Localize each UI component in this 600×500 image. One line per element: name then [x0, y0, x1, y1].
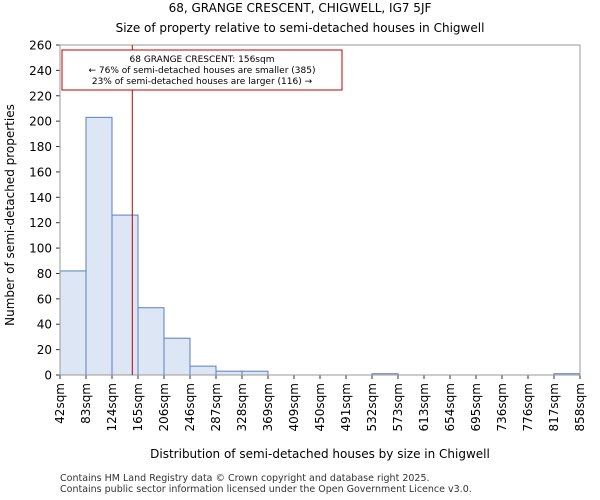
y-tick-label: 180: [29, 140, 52, 154]
x-tick-label: 491sqm: [339, 383, 353, 431]
x-tick-label: 736sqm: [495, 383, 509, 431]
x-tick-label: 287sqm: [209, 383, 223, 431]
x-tick-label: 409sqm: [287, 383, 301, 431]
y-axis-label: Number of semi-detached properties: [3, 104, 17, 326]
y-tick-label: 120: [29, 216, 52, 230]
x-tick-label: 42sqm: [53, 383, 67, 424]
footer: Contains HM Land Registry data © Crown c…: [60, 473, 472, 495]
plot-frame: [59, 44, 581, 376]
y-tick-label: 20: [37, 343, 52, 357]
x-tick-label: 817sqm: [547, 383, 561, 431]
histogram-bar: [241, 370, 269, 376]
y-tick-label: 40: [37, 318, 52, 332]
y-tick-label: 0: [44, 369, 52, 383]
marker-annotation: 68 GRANGE CRESCENT: 156sqm ← 76% of semi…: [61, 49, 343, 91]
x-axis-label: Distribution of semi-detached houses by …: [150, 447, 490, 461]
y-tick-label: 140: [29, 191, 52, 205]
x-tick-label: 369sqm: [261, 383, 275, 431]
annotation-smaller: ← 76% of semi-detached houses are smalle…: [89, 66, 316, 76]
x-axis-ticks: 42sqm 83sqm 124sqm 165sqm 206sqm 246sqm 287sqm…: [53, 375, 587, 431]
histogram-bar: [137, 307, 165, 376]
x-tick-label: 328sqm: [235, 383, 249, 431]
x-tick-label: 613sqm: [417, 383, 431, 431]
y-tick-label: 60: [37, 292, 52, 306]
x-tick-label: 532sqm: [365, 383, 379, 431]
y-tick-label: 80: [37, 267, 52, 281]
footer-line-1: Contains HM Land Registry data © Crown c…: [60, 473, 430, 484]
histogram-bar: [163, 337, 191, 376]
histogram-bar: [215, 370, 243, 376]
annotation-larger: 23% of semi-detached houses are larger (…: [92, 77, 313, 87]
y-tick-label: 240: [29, 64, 52, 78]
y-tick-label: 160: [29, 165, 52, 179]
bars-group: [59, 116, 581, 376]
footer-line-2: Contains public sector information licen…: [60, 484, 472, 495]
x-tick-label: 246sqm: [183, 383, 197, 431]
x-tick-label: 573sqm: [391, 383, 405, 431]
x-tick-label: 124sqm: [105, 383, 119, 431]
histogram-chart: 68, GRANGE CRESCENT, CHIGWELL, IG7 5JF S…: [3, 1, 587, 461]
y-tick-label: 200: [29, 115, 52, 129]
x-tick-label: 450sqm: [313, 383, 327, 431]
y-tick-label: 220: [29, 89, 52, 103]
chart-subtitle: Size of property relative to semi-detach…: [116, 21, 485, 35]
x-tick-label: 165sqm: [131, 383, 145, 431]
y-tick-label: 100: [29, 242, 52, 256]
annotation-title: 68 GRANGE CRESCENT: 156sqm: [130, 55, 275, 65]
x-tick-label: 776sqm: [521, 383, 535, 431]
histogram-bar: [59, 270, 87, 376]
x-tick-label: 654sqm: [443, 383, 457, 431]
chart-title: 68, GRANGE CRESCENT, CHIGWELL, IG7 5JF: [169, 1, 432, 15]
x-tick-label: 858sqm: [573, 383, 587, 431]
annotation-box: [61, 49, 343, 91]
y-axis-ticks: 0 20 40 60 80 100 120 140 160 180 200 220 240 260: [29, 39, 60, 383]
x-tick-label: 83sqm: [79, 383, 93, 424]
x-tick-label: 206sqm: [157, 383, 171, 431]
y-tick-label: 260: [29, 39, 52, 53]
histogram-bar: [85, 116, 113, 376]
x-tick-label: 695sqm: [469, 383, 483, 431]
histogram-bar: [111, 214, 139, 376]
histogram-bar: [189, 365, 217, 376]
